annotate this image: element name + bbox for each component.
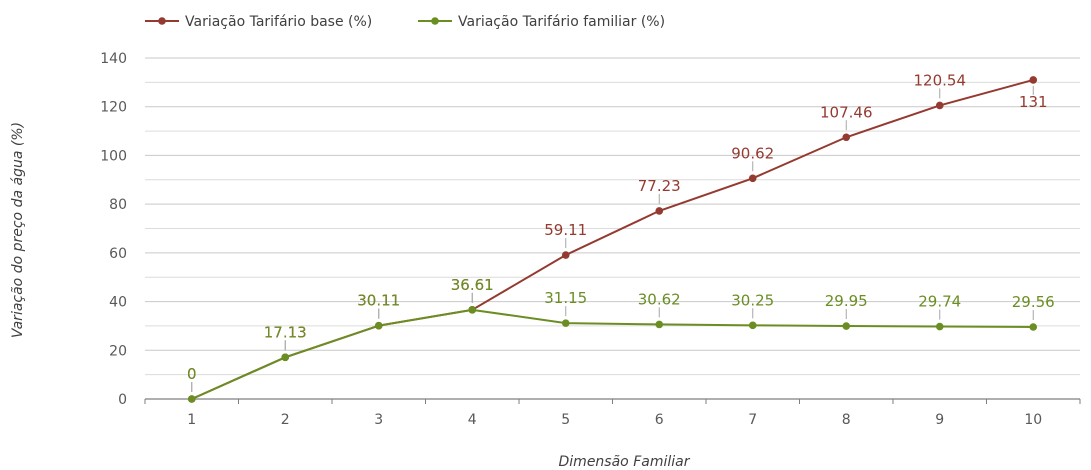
data-label: 36.61: [451, 276, 494, 294]
y-tick-label: 120: [100, 100, 127, 116]
x-tick-label: 2: [281, 412, 290, 428]
y-tick-label: 80: [109, 197, 127, 213]
y-tick-label: 100: [100, 148, 127, 164]
data-label: 30.11: [357, 292, 400, 310]
x-tick-label: 4: [468, 412, 477, 428]
data-label: 107.46: [820, 103, 873, 121]
x-tick-label: 5: [561, 412, 570, 428]
series-line-2: [191, 308, 1034, 400]
data-label: 29.74: [918, 293, 961, 311]
x-tick-label: 10: [1024, 412, 1042, 428]
data-point: [1029, 76, 1038, 84]
data-label: 77.23: [638, 177, 681, 195]
data-point: [187, 395, 196, 403]
data-point: [748, 174, 757, 183]
x-tick-label: 3: [374, 412, 383, 428]
data-label: 17.13: [264, 323, 307, 341]
data-label: 120.54: [914, 71, 967, 89]
data-label: 0: [187, 365, 197, 383]
data-label: 29.95: [825, 292, 868, 310]
data-label: 131: [1019, 93, 1048, 111]
y-tick-label: 140: [100, 51, 127, 67]
data-labels: 0 17.13 30.11 36.61 59.11 77.23 90.62 107.46 120…: [187, 71, 1055, 392]
data-label: 17.13: [264, 323, 307, 341]
y-tick-label: 20: [109, 343, 127, 359]
x-tick-label: 1: [187, 412, 196, 428]
data-point: [655, 207, 664, 215]
y-axis-title: Variação do preço da água (%): [10, 122, 26, 338]
y-tick-label: 60: [109, 246, 127, 262]
data-label: 31.15: [544, 289, 587, 307]
data-point: [935, 101, 944, 110]
data-point: [842, 133, 851, 142]
x-tick-label: 6: [655, 412, 664, 428]
x-tick-label: 8: [842, 412, 851, 428]
data-label: 0: [187, 365, 197, 383]
data-point: [561, 251, 570, 259]
legend-label-1: Variação Tarifário base (%): [185, 14, 372, 30]
data-point: [748, 321, 757, 330]
y-tick-label: 40: [109, 295, 127, 311]
data-point: [1029, 323, 1038, 331]
data-label: 30.25: [731, 291, 774, 309]
legend: Variação Tarifário base (%) Variação Tari…: [145, 14, 665, 30]
data-point: [842, 322, 851, 330]
data-label: 90.62: [731, 144, 774, 162]
series-line-1: [191, 78, 1034, 400]
x-tick-label: 9: [935, 412, 944, 428]
data-point: [935, 322, 944, 331]
data-point: [281, 353, 290, 362]
data-label: 59.11: [544, 221, 587, 239]
y-axis-ticks: 0 20 40 60 80 100 120 140: [100, 51, 127, 408]
data-label: 30.11: [357, 292, 400, 310]
x-axis-ticks: 1 2 3 4 5 6 7 8 9 10: [144, 399, 1081, 428]
data-label: 29.56: [1012, 293, 1055, 311]
data-point: [374, 321, 383, 330]
x-tick-label: 7: [748, 412, 757, 428]
legend-marker-1: [158, 17, 166, 25]
gridlines: [145, 57, 1080, 400]
legend-marker-2: [431, 17, 439, 25]
data-label: 36.61: [451, 276, 494, 294]
data-label: 30.62: [638, 290, 681, 308]
series-layer: [187, 76, 1038, 403]
data-point: [655, 320, 664, 329]
x-axis-title: Dimensão Familiar: [559, 454, 691, 470]
data-point: [561, 319, 570, 327]
legend-label-2: Variação Tarifário familiar (%): [458, 14, 665, 30]
y-tick-label: 0: [118, 392, 127, 408]
data-point: [468, 306, 477, 314]
